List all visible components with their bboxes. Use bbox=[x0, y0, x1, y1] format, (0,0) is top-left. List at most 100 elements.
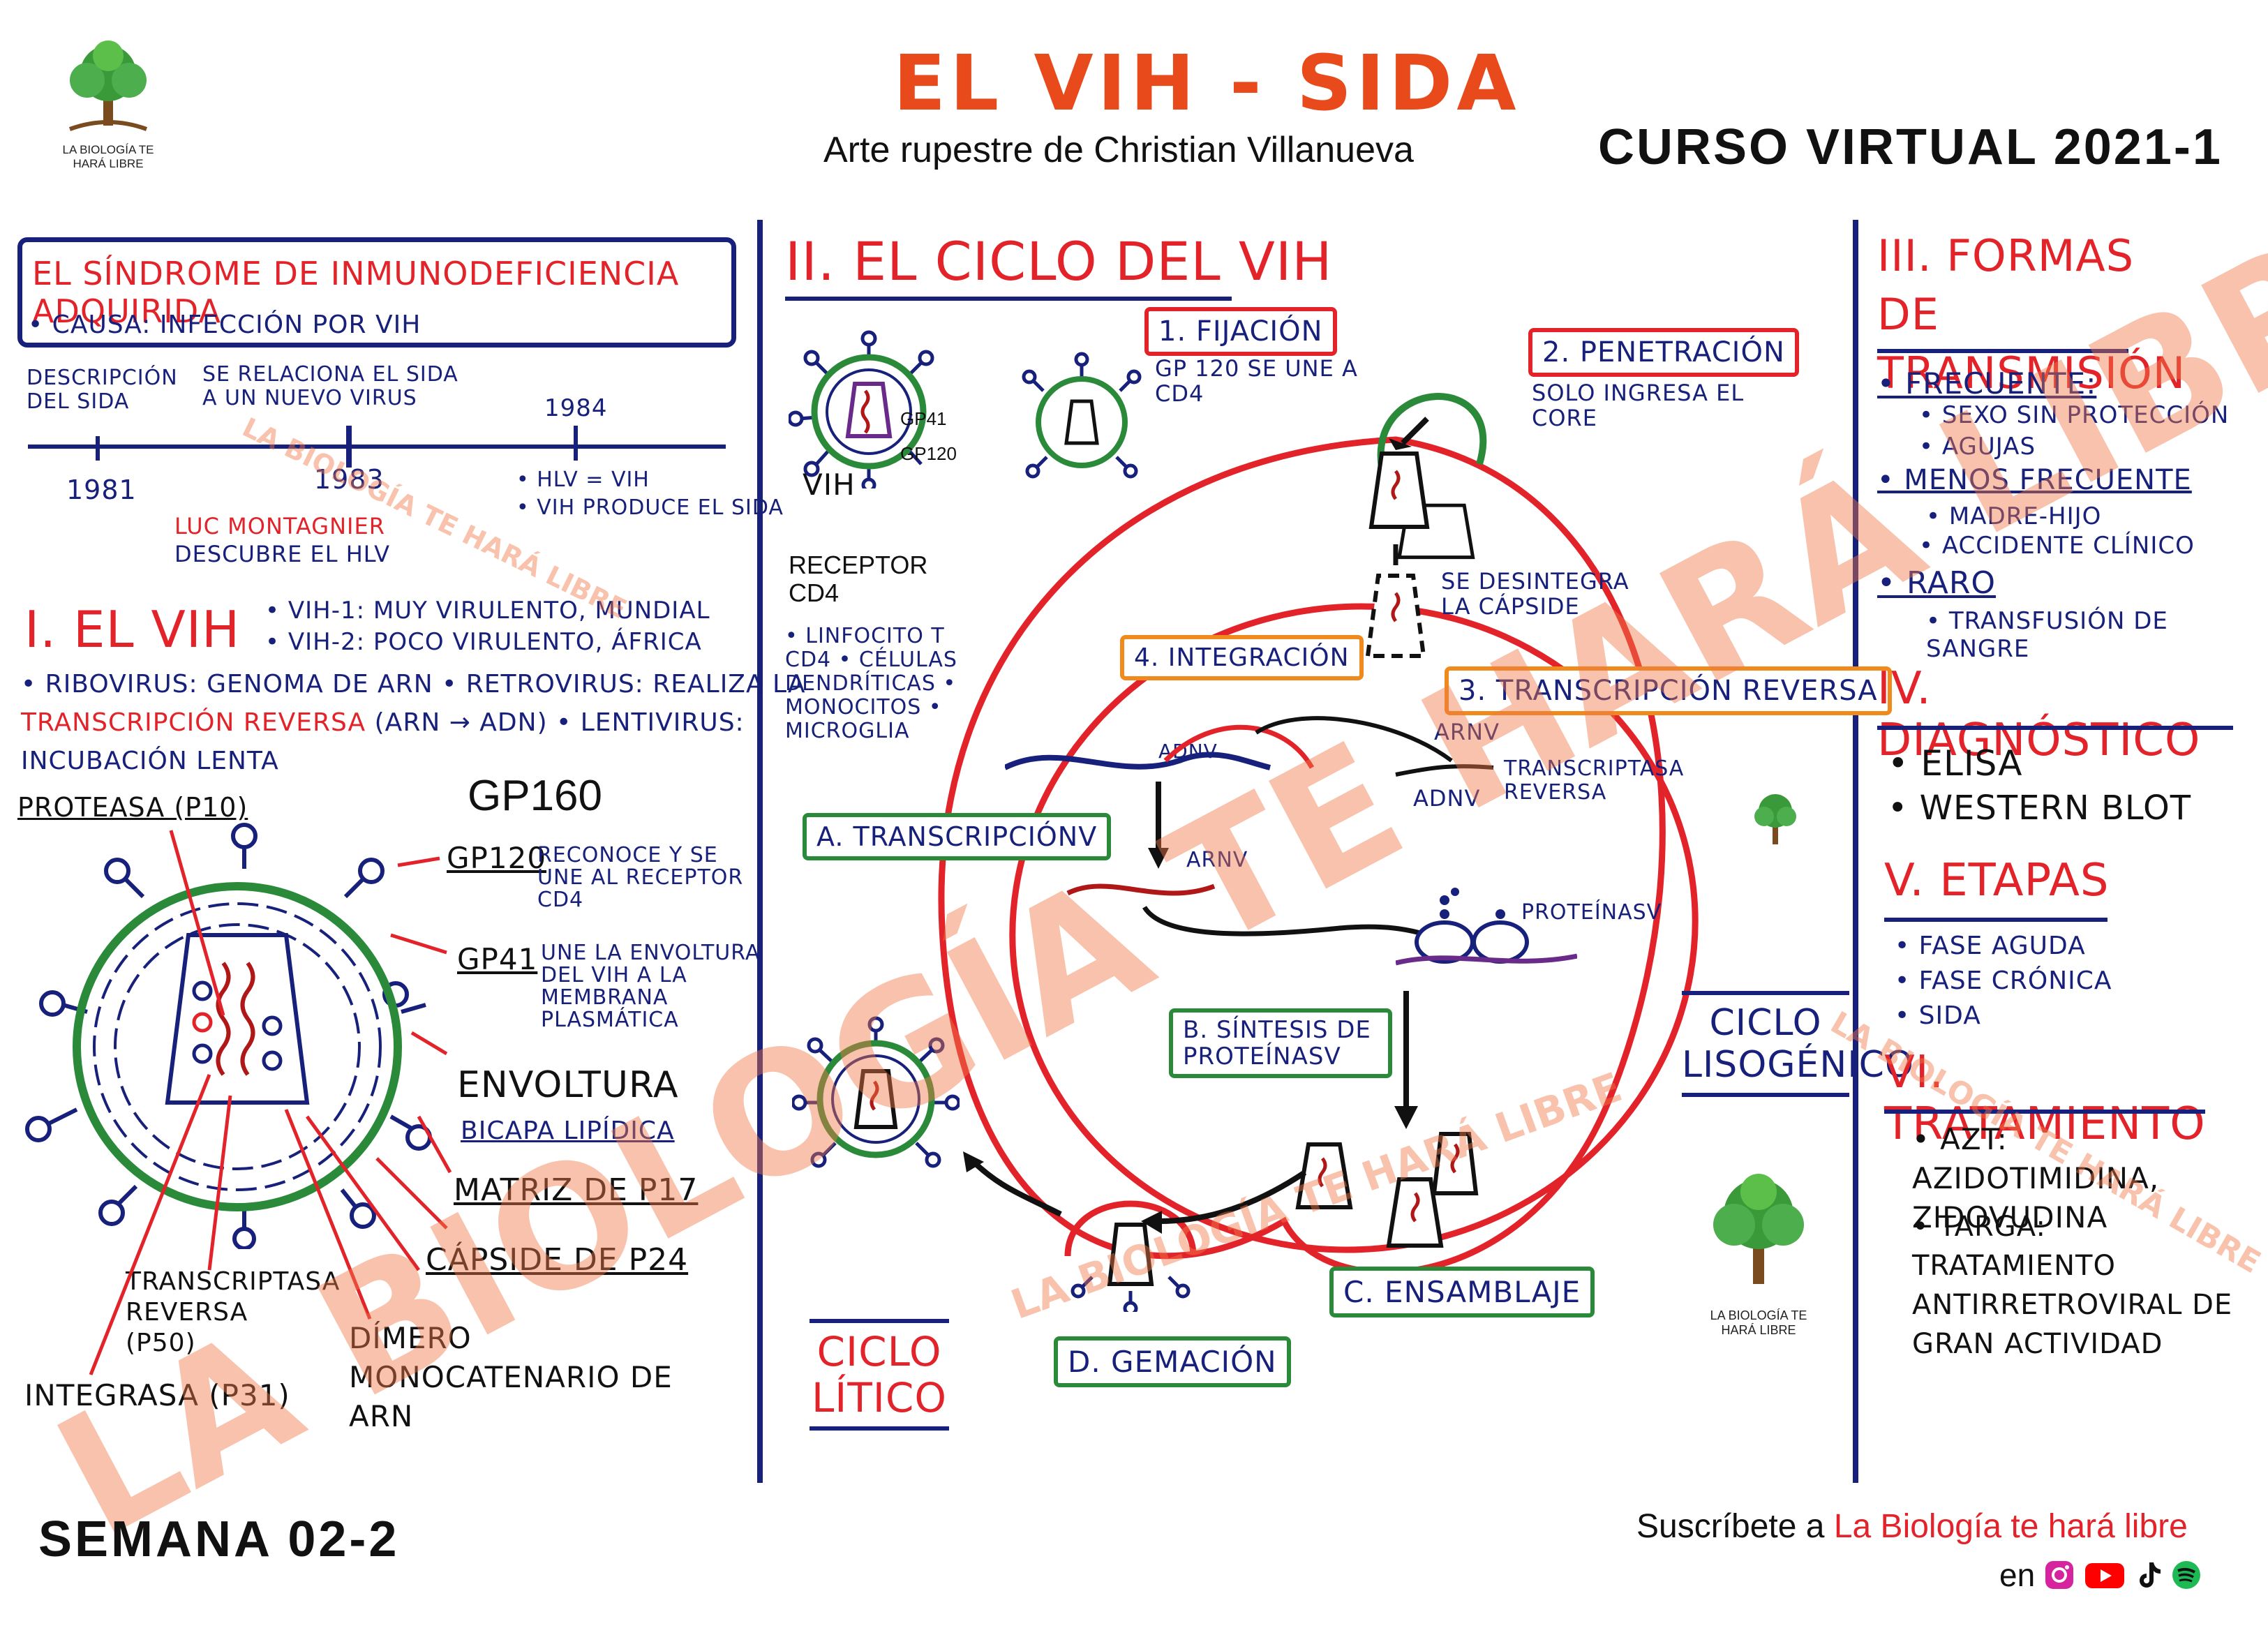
vih-attaching-virion bbox=[1022, 352, 1142, 479]
gemacion-step: D. GEMACIÓN bbox=[1054, 1336, 1291, 1387]
logo-text: LA BIOLOGÍA TE HARÁ LIBRE bbox=[62, 143, 154, 170]
transfusion-item: • TRANSFUSIÓN DE SANGRE bbox=[1926, 607, 2168, 663]
arnv-label-1: ARNv bbox=[1434, 719, 1500, 745]
receptor-label: RECEPTOR CD4 bbox=[789, 551, 928, 607]
transmision-underline bbox=[1877, 349, 2128, 353]
logo-top-left: LA BIOLOGÍA TE HARÁ LIBRE bbox=[49, 35, 167, 174]
proteinas-label: PROTEÍNASv bbox=[1521, 900, 1662, 925]
fijacion-step: 1. FIJACIÓN bbox=[1144, 307, 1337, 356]
tiktok-icon[interactable] bbox=[2134, 1559, 2162, 1591]
penetracion-desc: SOLO INGRESA EL CORE bbox=[1532, 380, 1745, 431]
produce-label: • VIH PRODUCE EL SIDA bbox=[516, 495, 784, 520]
tratamiento-title: VI. TRATAMIENTO bbox=[1884, 1047, 2206, 1150]
released-virion-icon bbox=[792, 1016, 960, 1168]
raro-label: • RARO bbox=[1877, 565, 1997, 601]
cronica-item: • FASE CRÓNICA bbox=[1895, 966, 2112, 995]
page-title: EL VIH - SIDA bbox=[893, 38, 1521, 128]
gp160-label: GP160 bbox=[468, 772, 603, 820]
madre-hijo-item: • MADRE-HIJO bbox=[1926, 502, 2102, 530]
ciclo-section-title: II. EL CICLO DEL VIH bbox=[785, 230, 1333, 292]
synthesis-arrow bbox=[1394, 991, 1418, 1129]
capside-label: CÁPSIDE DE p24 bbox=[426, 1242, 689, 1278]
bicapa-label: BICAPA LIPÍDICA bbox=[461, 1117, 675, 1145]
tree-logo-medium-icon bbox=[1713, 1174, 1804, 1284]
youtube-icon[interactable] bbox=[2084, 1559, 2126, 1591]
transcripcion-reversa-highlight: TRANSCRIPCIÓN REVERSA bbox=[21, 708, 366, 737]
ciclo-litico: CICLO LÍTICO bbox=[810, 1319, 949, 1431]
agujas-item: • AGUJAS bbox=[1919, 433, 2036, 461]
social-line: en bbox=[1999, 1556, 2202, 1594]
divider-right bbox=[1853, 220, 1858, 1483]
hlv-label: • HLV = VIH bbox=[516, 468, 650, 492]
sexo-item: • SEXO SIN PROTECCIÓN bbox=[1919, 401, 2230, 429]
vih-section-title: I. EL VIH bbox=[24, 600, 241, 659]
elisa-item: • ELISA bbox=[1888, 743, 2023, 784]
montagnier-label: LUC MONTAGNIER bbox=[174, 513, 385, 539]
penetracion-step: 2. PENETRACIÓN bbox=[1528, 328, 1799, 377]
etapas-title: V. ETAPAS bbox=[1884, 855, 2110, 906]
logo-medium-text: LA BIOLOGÍA TE HARÁ LIBRE bbox=[1710, 1308, 1807, 1337]
aguda-item: • FASE AGUDA bbox=[1895, 932, 2086, 960]
adnv-label-1: ADNv bbox=[1413, 785, 1481, 812]
vih1-text: • VIH-1: MUY VIRULENTO, MUNDIAL bbox=[265, 597, 710, 625]
gp41-desc: UNE LA ENVOLTURA DEL VIH A LA MEMBRANA P… bbox=[541, 941, 761, 1032]
matriz-label: MATRIZ DE p17 bbox=[454, 1172, 699, 1208]
envoltura-label: ENVOLTURA bbox=[457, 1064, 679, 1106]
virion-pointer-lines bbox=[89, 830, 452, 1375]
transcripcion-step: A. TRANSCRIPCIÓNv bbox=[803, 813, 1112, 860]
gemacion-arrows bbox=[963, 1151, 1307, 1234]
spotify-icon[interactable] bbox=[2170, 1559, 2202, 1591]
diagnostico-underline bbox=[1877, 726, 2233, 730]
transmision-title: III. FORMAS DE TRANSMISIÓN bbox=[1877, 230, 2186, 398]
ensamblaje-step: C. ENSAMBLAJE bbox=[1329, 1267, 1595, 1317]
page-subtitle: Arte rupestre de Christian Villanueva bbox=[823, 130, 1414, 170]
divider-left bbox=[757, 220, 763, 1483]
timeline-year-1983: 1983 bbox=[314, 464, 385, 495]
accidente-item: • ACCIDENTE CLÍNICO bbox=[1919, 532, 2195, 560]
en-text: en bbox=[1999, 1557, 2036, 1593]
descubre-label: DESCUBRE EL HLV bbox=[174, 541, 390, 567]
instagram-icon[interactable] bbox=[2043, 1559, 2075, 1591]
ciclo-lisogenico: CICLO LISOGÉNICO bbox=[1682, 991, 1913, 1097]
dimero-label: DÍMERO MONOCATENARIO DE ARN bbox=[349, 1321, 673, 1433]
vih-virion-diagram bbox=[25, 823, 432, 1249]
channel-link[interactable]: La Biología te hará libre bbox=[1833, 1508, 2188, 1545]
tree-logo-small-icon bbox=[1754, 794, 1796, 844]
timeline-year-1984: 1984 bbox=[544, 394, 608, 422]
ribovirus-text-1: • RIBOVIRUS: GENOMA DE ARN • RETROVIRUS:… bbox=[21, 670, 806, 699]
etapas-underline bbox=[1884, 918, 2107, 922]
desintegra-label: SE DESINTEGRA LA CÁPSIDE bbox=[1441, 568, 1629, 620]
diagnostico-title: IV. DIAGNÓSTICO bbox=[1877, 663, 2201, 766]
gp120-small-label: GP120 bbox=[900, 443, 957, 464]
integracion-step: 4. INTEGRACIÓN bbox=[1120, 635, 1364, 680]
transcripcion-reversa-step: 3. TRANSCRIPCIÓN REVERSA bbox=[1445, 666, 1892, 715]
suscribete-text: Suscríbete a bbox=[1636, 1508, 1825, 1545]
core-entering-icon bbox=[1368, 417, 1430, 529]
gp41-small-label: GP41 bbox=[900, 408, 947, 429]
assembly-capsids-icon bbox=[1295, 1132, 1479, 1248]
vih-free-virion bbox=[789, 330, 934, 488]
transcriptasa-reversa-label: TRANSCRIPTASA REVERSA bbox=[1504, 756, 1685, 805]
timeline-desc-label: DESCRIPCIÓN DEL SIDA bbox=[27, 366, 178, 414]
linfocito-list: • LINFOCITO T CD4 • CÉLULAS DENDRÍTICAS … bbox=[785, 624, 957, 743]
timeline-year-1981: 1981 bbox=[66, 475, 137, 505]
sintesis-step: B. SÍNTESIS DE PROTEÍNASv bbox=[1169, 1008, 1392, 1078]
timeline-rel-label: SE RELACIONA EL SIDA A UN NUEVO VIRUS bbox=[202, 362, 458, 410]
course-label: CURSO VIRTUAL 2021-1 bbox=[1598, 119, 2223, 175]
targa-item: • TARGA: TRATAMIENTO ANTIRRETROVIRAL DE … bbox=[1912, 1211, 2233, 1360]
semana-label: SEMANA 02-2 bbox=[38, 1511, 400, 1567]
ribovirus-text-3: INCUBACIÓN LENTA bbox=[21, 747, 279, 775]
menos-frecuente-label: • MENOS FRECUENTE bbox=[1877, 464, 2192, 496]
timeline-diagram bbox=[28, 426, 726, 468]
gp120-desc: RECONOCE Y SE UNE AL RECEPTOR CD4 bbox=[537, 843, 744, 912]
causa-text: • CAUSA: INFECCIÓN POR VIH bbox=[28, 311, 421, 339]
frecuente-label: • FRECUENTE: bbox=[1877, 366, 2097, 401]
sida-item: • SIDA bbox=[1895, 1001, 1981, 1030]
integrasa-label: INTEGRASA (p31) bbox=[24, 1378, 290, 1412]
tree-logo-icon bbox=[68, 40, 148, 131]
western-item: • WESTERN BLOT bbox=[1888, 789, 2192, 828]
azt-item: • AZT: AZIDOTIMIDINA, ZIDOVUDINA bbox=[1912, 1122, 2160, 1234]
ribovirus-text-2-rest: (ARN → ADN) • LENTIVIRUS: bbox=[374, 708, 745, 737]
gp41-label: GP41 bbox=[457, 942, 538, 976]
disintegrating-capsid-icon bbox=[1365, 544, 1426, 658]
